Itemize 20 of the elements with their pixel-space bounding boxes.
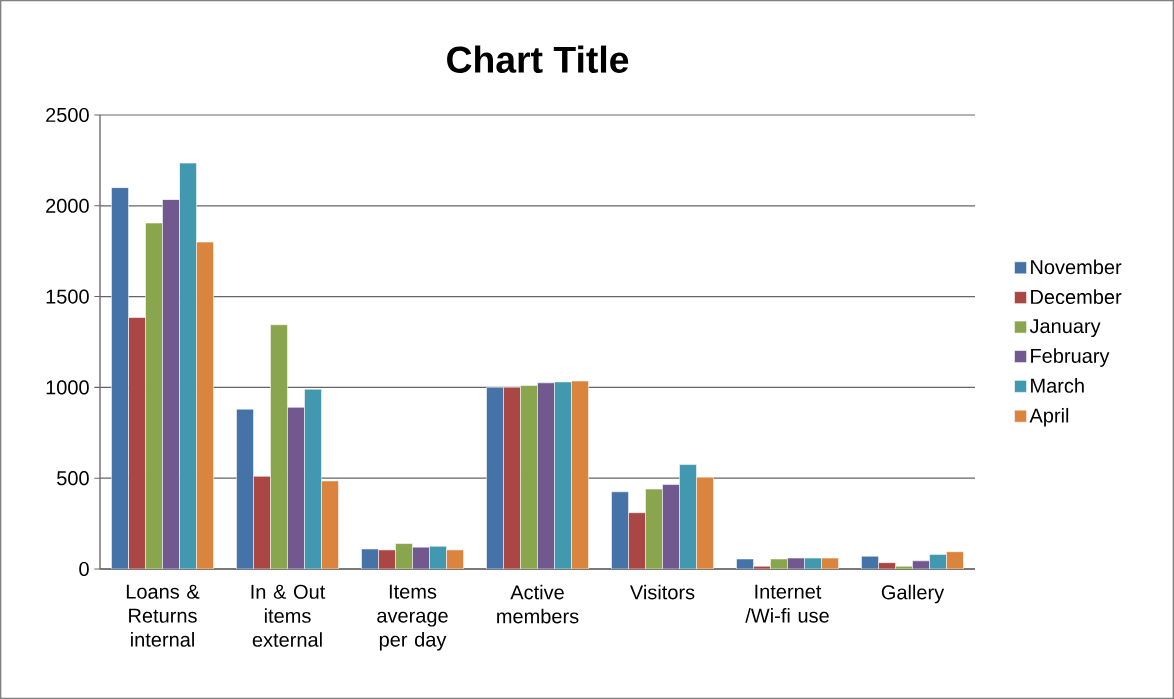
x-tick-label: Visitors <box>629 584 695 600</box>
x-tick-label: In & Out items external <box>251 584 326 647</box>
y-tick-label: 1000 <box>46 380 89 395</box>
legend-label: April <box>1029 407 1069 427</box>
y-tick-label: 0 <box>79 561 89 577</box>
chart-title: Chart Title <box>447 45 629 73</box>
x-tick-label: Active members <box>497 584 579 624</box>
legend-label: December <box>1031 289 1122 305</box>
x-tick-label: Internet /Wi-fi use <box>745 584 829 623</box>
legend-label: January <box>1029 319 1101 338</box>
y-tick-label: 1500 <box>46 289 89 304</box>
y-tick-label: 2500 <box>46 107 89 123</box>
x-tick-label: Items average per day <box>377 584 448 651</box>
x-tick-label: Loans & Returns internal <box>126 584 200 647</box>
legend-label: November <box>1031 259 1122 275</box>
legend-label: March <box>1031 378 1084 393</box>
y-tick-label: 500 <box>57 471 89 486</box>
y-tick-label: 2000 <box>46 198 89 213</box>
x-tick-label: Gallery <box>881 584 945 604</box>
legend-label: February <box>1031 348 1110 367</box>
